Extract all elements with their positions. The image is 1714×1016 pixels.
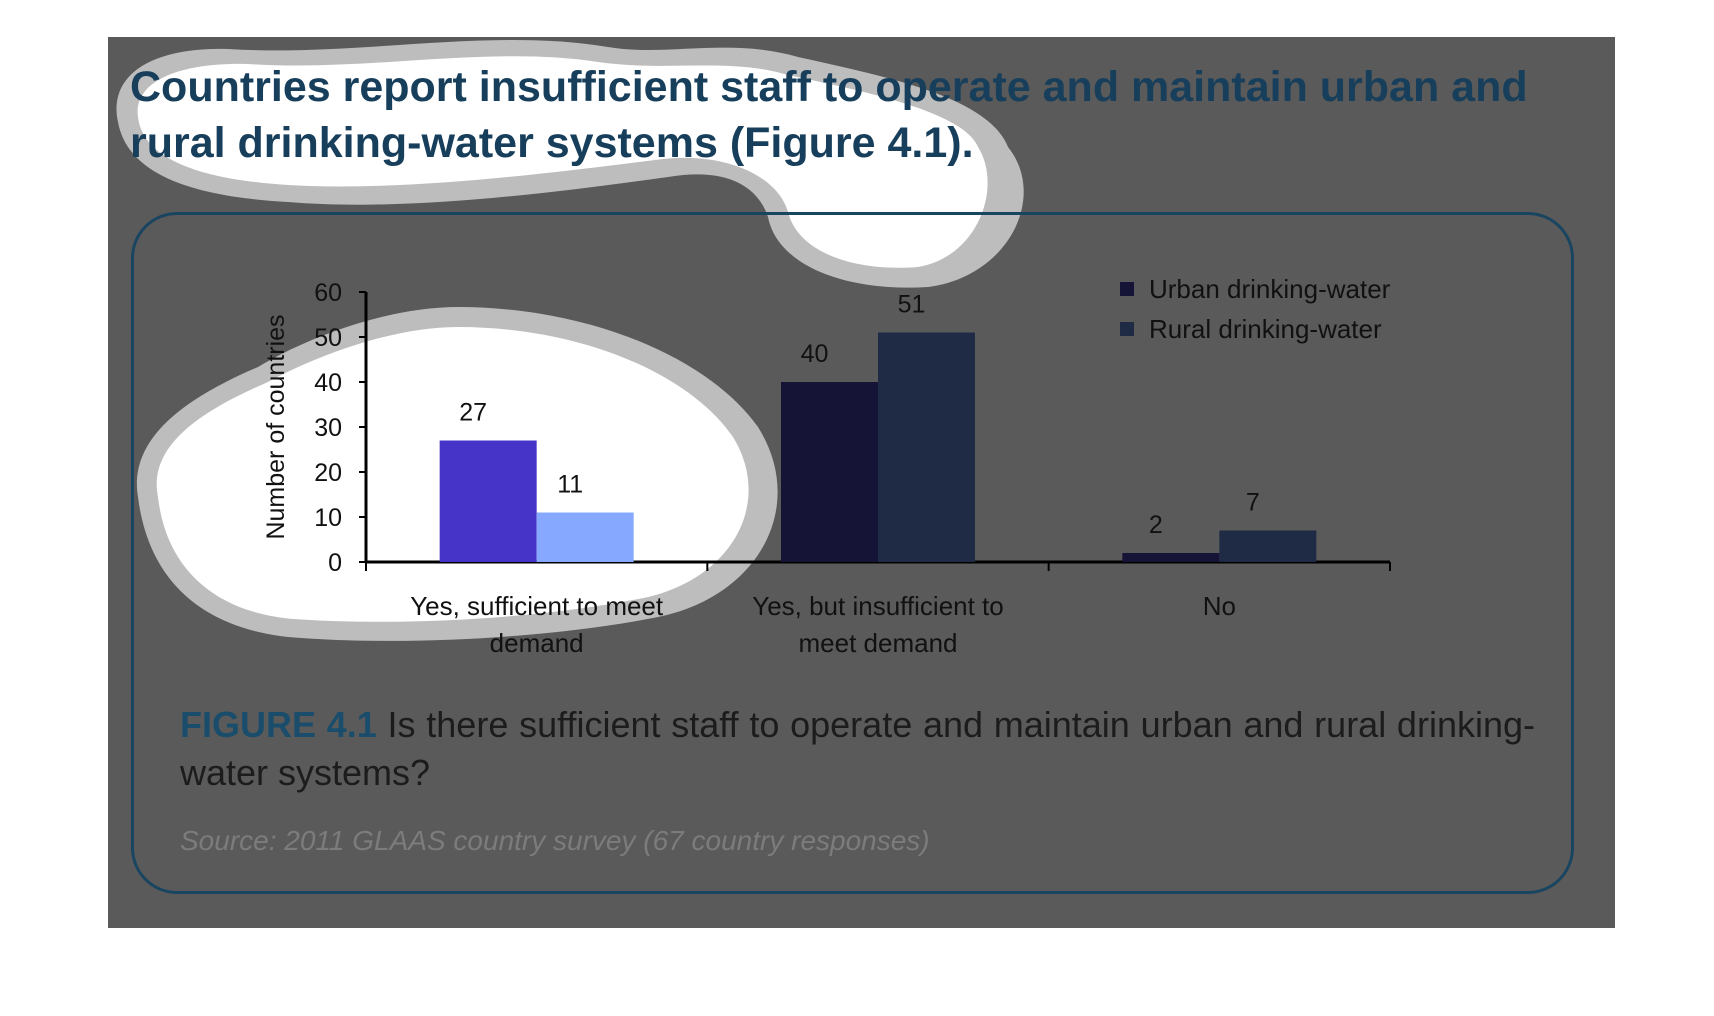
y-axis-label: Number of countries: [262, 314, 290, 539]
x-tick-label: meet demand: [799, 628, 958, 658]
data-label: 2: [1149, 511, 1163, 539]
x-tick-label: demand: [490, 628, 584, 658]
y-tick-label: 10: [314, 504, 342, 532]
source-note: Source: 2011 GLAAS country survey (67 co…: [180, 825, 930, 856]
figure-label: FIGURE 4.1: [180, 704, 377, 745]
data-label: 40: [801, 340, 829, 368]
legend-swatch: [1120, 282, 1134, 296]
y-tick-label: 60: [314, 279, 342, 307]
legend-label: Urban drinking-water: [1149, 274, 1391, 304]
bar: [1122, 553, 1220, 562]
figure-caption-text: Is there sufficient staff to operate and…: [180, 704, 1535, 793]
data-label: 51: [898, 291, 926, 319]
figure-panel: Countries report insufficient staff to o…: [108, 37, 1615, 928]
legend-label: Rural drinking-water: [1149, 314, 1382, 344]
y-tick-label: 30: [314, 414, 342, 442]
y-tick-label: 40: [314, 369, 342, 397]
bar: [439, 440, 537, 562]
bar: [878, 332, 975, 562]
bar: [536, 512, 634, 562]
bar: [781, 382, 878, 562]
figure-caption: FIGURE 4.1 Is there sufficient staff to …: [180, 701, 1535, 797]
x-tick-label: Yes, sufficient to meet: [410, 591, 664, 621]
bar: [1219, 530, 1317, 562]
y-tick-label: 0: [328, 549, 342, 577]
x-tick-label: Yes, but insufficient to: [752, 591, 1004, 621]
x-tick-label: No: [1203, 591, 1236, 621]
legend-swatch: [1120, 322, 1134, 336]
data-label: 7: [1246, 489, 1260, 517]
y-tick-label: 20: [314, 459, 342, 487]
headline: Countries report insufficient staff to o…: [130, 63, 1528, 167]
highlight-blob: [137, 56, 988, 268]
data-label: 11: [557, 471, 583, 499]
y-tick-label: 50: [314, 324, 342, 352]
figure-frame: [131, 212, 1574, 894]
data-label: 27: [459, 399, 487, 427]
